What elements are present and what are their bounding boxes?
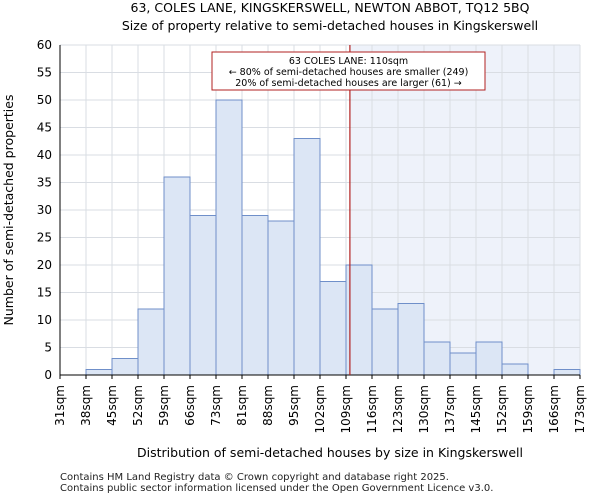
x-tick-label: 116sqm — [365, 385, 379, 433]
bar — [319, 281, 347, 376]
x-tick-label: 166sqm — [547, 385, 561, 433]
y-tick-label: 5 — [44, 341, 52, 355]
x-tick-label: 66sqm — [183, 385, 197, 426]
x-tick-label: 31sqm — [53, 385, 67, 426]
y-tick-label: 30 — [37, 203, 52, 217]
y-tick-label: 60 — [37, 38, 52, 52]
x-tick-label: 137sqm — [443, 385, 457, 433]
bar — [475, 341, 503, 376]
y-tick-label: 0 — [44, 368, 52, 382]
y-tick-label: 15 — [37, 286, 52, 300]
y-tick-label: 45 — [37, 121, 52, 135]
x-tick-label: 45sqm — [105, 385, 119, 426]
bar — [553, 369, 581, 376]
bar — [215, 99, 243, 376]
x-tick-label: 59sqm — [157, 385, 171, 426]
bar — [371, 308, 399, 376]
x-tick-label: 81sqm — [235, 385, 249, 426]
bar — [293, 138, 321, 376]
bar — [267, 220, 295, 376]
bar — [501, 363, 529, 376]
x-tick-label: 102sqm — [313, 385, 327, 433]
y-tick-label: 35 — [37, 176, 52, 190]
plot-area: 0 5 10 15 20 25 30 35 40 45 50 55 60 31sqm 38sqm 45sqm 5… — [37, 38, 587, 433]
x-axis-label: Distribution of semi-detached houses by … — [137, 445, 523, 460]
annotation-line1: 63 COLES LANE: 110sqm — [289, 56, 408, 67]
y-tick-label: 50 — [37, 93, 52, 107]
x-tick-label: 95sqm — [287, 385, 301, 426]
x-tick-label: 52sqm — [131, 385, 145, 426]
x-tick-label: 159sqm — [521, 385, 535, 433]
annotation-line2: ← 80% of semi-detached houses are smalle… — [229, 67, 469, 78]
annotation-line3: 20% of semi-detached houses are larger (… — [235, 78, 462, 89]
y-tick-label: 55 — [37, 66, 52, 80]
chart-subtitle: Size of property relative to semi-detach… — [122, 18, 538, 33]
bar — [163, 176, 191, 376]
x-tick-label: 88sqm — [261, 385, 275, 426]
bar — [241, 215, 269, 376]
x-tick-label: 145sqm — [469, 385, 483, 433]
y-tick-label: 25 — [37, 231, 52, 245]
chart-title: 63, COLES LANE, KINGSKERSWELL, NEWTON AB… — [131, 0, 530, 15]
y-tick-label: 10 — [37, 313, 52, 327]
bar — [397, 303, 425, 376]
bar — [449, 352, 477, 376]
x-tick-label: 130sqm — [417, 385, 431, 433]
x-tick-label: 173sqm — [573, 385, 587, 433]
bar — [85, 369, 113, 376]
bar — [189, 215, 217, 376]
bar — [137, 308, 165, 376]
footer-copyright: Contains HM Land Registry data © Crown c… — [60, 472, 449, 483]
x-tick-label: 123sqm — [391, 385, 405, 433]
y-tick-label: 40 — [37, 148, 52, 162]
y-axis-label: Number of semi-detached properties — [1, 95, 16, 326]
bar — [111, 358, 139, 376]
annotation-box — [211, 51, 486, 91]
bar — [423, 341, 451, 376]
x-tick-label: 38sqm — [79, 385, 93, 426]
x-tick-label: 152sqm — [495, 385, 509, 433]
x-tick-label: 109sqm — [339, 385, 353, 433]
x-tick-label: 73sqm — [209, 385, 223, 426]
footer-licence: Contains public sector information licen… — [60, 483, 494, 494]
y-tick-label: 20 — [37, 258, 52, 272]
